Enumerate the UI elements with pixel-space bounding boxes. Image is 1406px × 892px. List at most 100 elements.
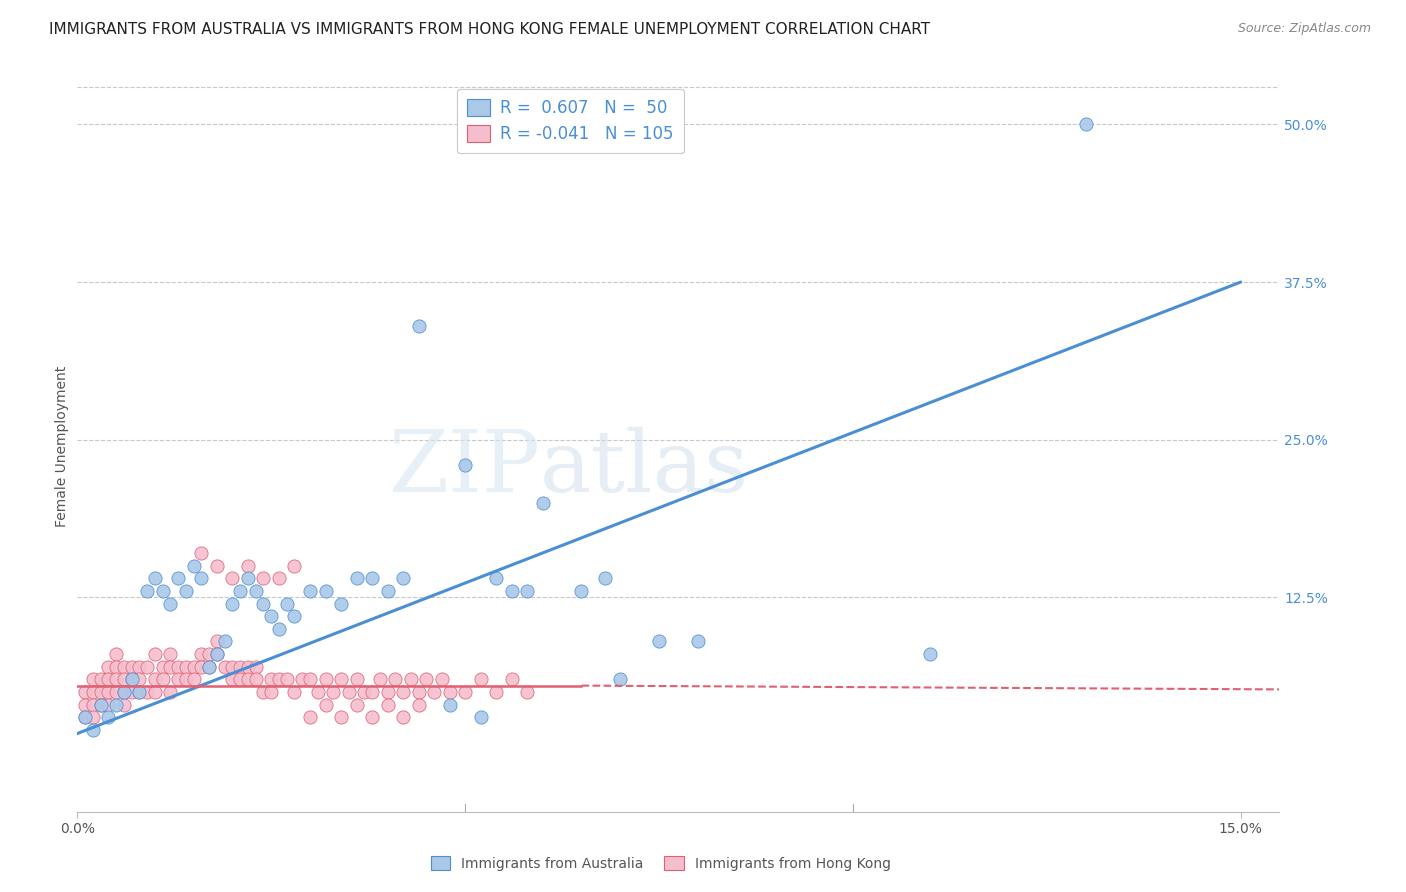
Text: IMMIGRANTS FROM AUSTRALIA VS IMMIGRANTS FROM HONG KONG FEMALE UNEMPLOYMENT CORRE: IMMIGRANTS FROM AUSTRALIA VS IMMIGRANTS … xyxy=(49,22,931,37)
Point xyxy=(174,673,197,687)
Point xyxy=(260,673,283,687)
Point xyxy=(322,685,344,699)
Point xyxy=(377,698,399,712)
Point xyxy=(205,558,228,573)
Point xyxy=(214,659,236,673)
Point xyxy=(377,685,399,699)
Point xyxy=(361,685,384,699)
Point xyxy=(143,685,166,699)
Point xyxy=(167,673,190,687)
Point xyxy=(485,685,508,699)
Point xyxy=(430,673,453,687)
Point xyxy=(198,659,221,673)
Point xyxy=(392,685,415,699)
Point xyxy=(229,584,252,599)
Point xyxy=(260,685,283,699)
Y-axis label: Female Unemployment: Female Unemployment xyxy=(55,366,69,526)
Point xyxy=(399,673,422,687)
Point xyxy=(143,647,166,661)
Point xyxy=(105,647,128,661)
Point xyxy=(454,458,477,472)
Point xyxy=(252,571,274,585)
Point xyxy=(276,673,298,687)
Point xyxy=(136,685,159,699)
Point xyxy=(346,698,368,712)
Point xyxy=(174,659,197,673)
Point xyxy=(105,659,128,673)
Point xyxy=(298,710,321,724)
Point xyxy=(368,673,391,687)
Point xyxy=(267,622,290,636)
Point xyxy=(82,710,104,724)
Point xyxy=(90,698,112,712)
Point xyxy=(198,647,221,661)
Point xyxy=(516,584,538,599)
Point xyxy=(353,685,375,699)
Point xyxy=(346,673,368,687)
Point xyxy=(152,584,174,599)
Point xyxy=(229,673,252,687)
Point xyxy=(112,685,135,699)
Point xyxy=(174,584,197,599)
Point xyxy=(470,673,492,687)
Point xyxy=(408,698,430,712)
Point xyxy=(291,673,314,687)
Point xyxy=(183,659,205,673)
Point xyxy=(190,571,212,585)
Point xyxy=(105,698,128,712)
Point xyxy=(454,685,477,699)
Point xyxy=(190,546,212,560)
Point xyxy=(82,685,104,699)
Point xyxy=(105,673,128,687)
Point xyxy=(205,634,228,648)
Legend: Immigrants from Australia, Immigrants from Hong Kong: Immigrants from Australia, Immigrants fr… xyxy=(425,851,897,876)
Point xyxy=(75,685,97,699)
Point xyxy=(267,673,290,687)
Point xyxy=(112,659,135,673)
Point xyxy=(439,685,461,699)
Point xyxy=(315,698,337,712)
Point xyxy=(330,673,353,687)
Point xyxy=(439,698,461,712)
Point xyxy=(128,685,150,699)
Point xyxy=(152,673,174,687)
Point xyxy=(330,597,353,611)
Point xyxy=(283,558,305,573)
Point xyxy=(252,685,274,699)
Point xyxy=(648,634,671,648)
Point xyxy=(112,673,135,687)
Point xyxy=(143,571,166,585)
Point xyxy=(136,659,159,673)
Point xyxy=(112,685,135,699)
Point xyxy=(686,634,709,648)
Point xyxy=(90,698,112,712)
Point xyxy=(143,673,166,687)
Point xyxy=(128,685,150,699)
Point xyxy=(221,673,243,687)
Point xyxy=(167,571,190,585)
Point xyxy=(97,685,120,699)
Point xyxy=(1074,117,1097,131)
Point xyxy=(298,673,321,687)
Point xyxy=(267,571,290,585)
Point xyxy=(236,659,259,673)
Point xyxy=(298,584,321,599)
Point xyxy=(236,673,259,687)
Point xyxy=(97,659,120,673)
Point xyxy=(330,710,353,724)
Point xyxy=(229,659,252,673)
Point xyxy=(121,685,143,699)
Point xyxy=(198,659,221,673)
Point xyxy=(283,609,305,624)
Point xyxy=(112,698,135,712)
Point xyxy=(408,319,430,334)
Point xyxy=(97,673,120,687)
Point xyxy=(75,710,97,724)
Point xyxy=(221,597,243,611)
Point xyxy=(501,673,523,687)
Point xyxy=(571,584,593,599)
Point xyxy=(377,584,399,599)
Point xyxy=(105,685,128,699)
Point xyxy=(609,673,631,687)
Point xyxy=(276,597,298,611)
